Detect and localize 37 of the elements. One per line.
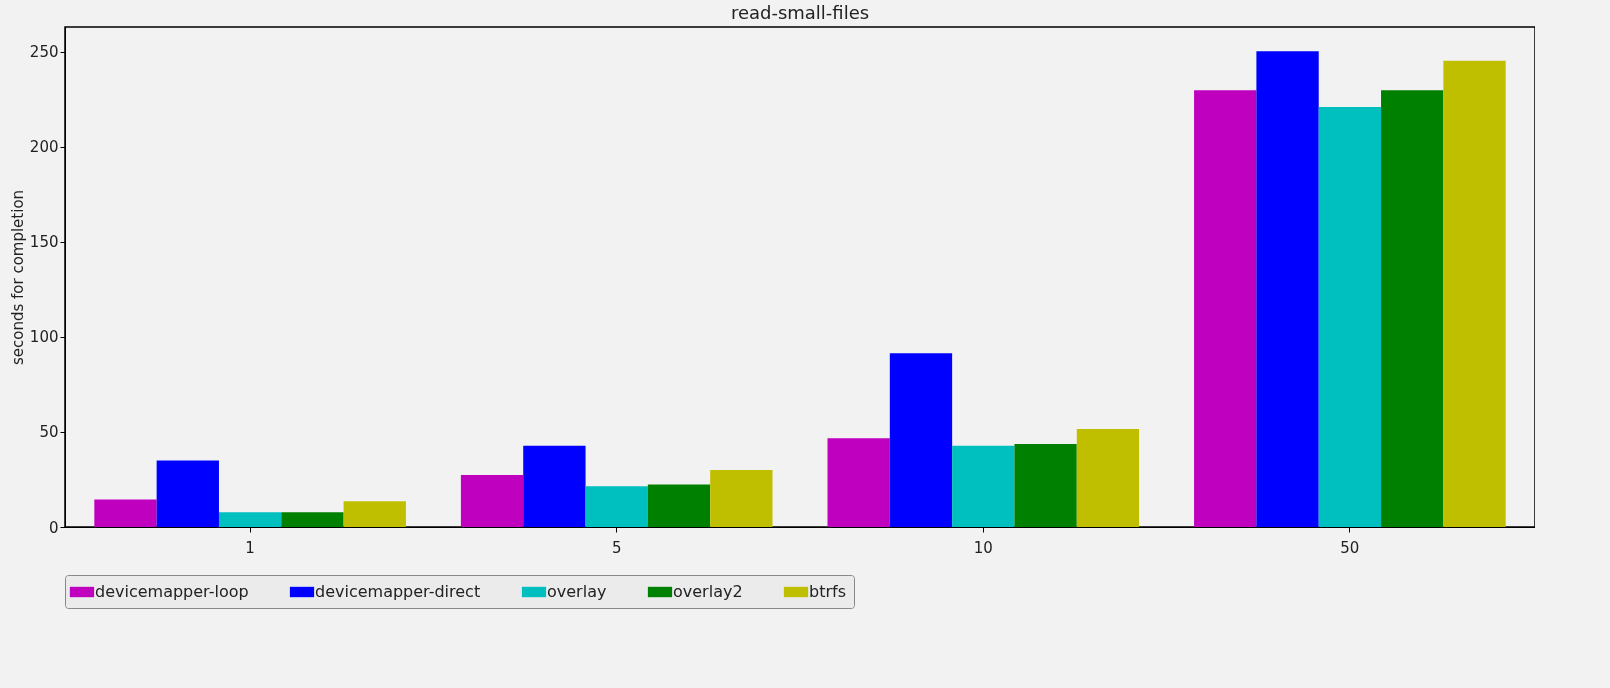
bar: [889, 353, 953, 527]
bar: [827, 438, 890, 527]
y-tick-label: 150: [29, 233, 59, 252]
chart-title: read-small-files: [730, 2, 870, 23]
bar: [710, 469, 773, 527]
bar: [460, 475, 524, 527]
y-tick-label: 250: [29, 43, 59, 62]
y-tick-label: 100: [29, 328, 59, 347]
x-tick-label: 10: [973, 538, 993, 557]
y-axis-title: seconds for completion: [8, 189, 27, 366]
legend-label: devicemapper-direct: [315, 582, 481, 601]
bar: [94, 499, 157, 527]
bar: [1443, 60, 1506, 527]
x-tick-label: 50: [1340, 538, 1360, 557]
bar: [1256, 51, 1319, 527]
legend-label: devicemapper-loop: [95, 582, 249, 601]
bar: [647, 484, 711, 527]
bar: [1318, 107, 1382, 527]
bar: [1076, 428, 1140, 527]
bar: [585, 486, 648, 527]
bar: [218, 512, 282, 527]
legend-label: overlay: [547, 582, 607, 601]
legend-label: overlay2: [673, 582, 743, 601]
y-tick-label: 50: [39, 423, 59, 442]
bar: [1194, 90, 1257, 527]
y-tick-label: 200: [29, 138, 59, 157]
x-tick-label: 5: [611, 538, 622, 557]
bar: [523, 445, 586, 527]
bar: [1381, 90, 1444, 527]
bar: [156, 460, 219, 527]
bar: [1014, 444, 1077, 527]
x-tick-label: 1: [245, 538, 255, 557]
y-tick-label: 0: [48, 518, 59, 537]
bar: [952, 445, 1015, 527]
legend-label: btrfs: [809, 582, 846, 601]
bar: [281, 512, 344, 527]
bar: [343, 501, 406, 527]
